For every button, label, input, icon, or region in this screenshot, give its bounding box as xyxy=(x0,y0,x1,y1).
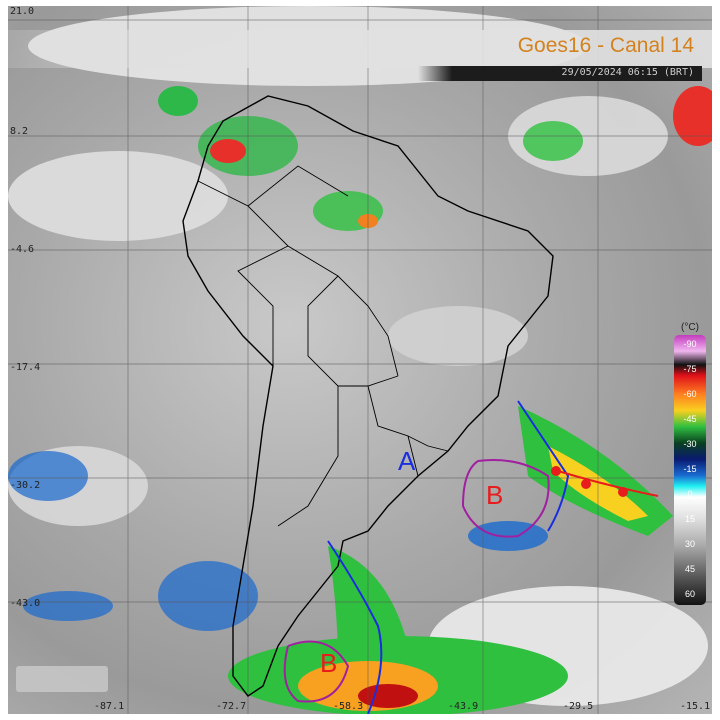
timestamp: 29/05/2024 06:15 (BRT) xyxy=(561,67,694,78)
legend-tick: 0 xyxy=(687,489,693,499)
lon-label: -15.1 xyxy=(680,701,711,712)
satellite-map: Goes16 - Canal 14 29/05/2024 06:15 (BRT)… xyxy=(8,6,712,714)
low-pressure-label: B xyxy=(486,480,504,510)
map-title: Goes16 - Canal 14 xyxy=(517,34,694,57)
map-layer xyxy=(8,6,712,714)
logo xyxy=(16,666,108,692)
lat-label: -4.6 xyxy=(10,244,35,255)
lon-label: -72.7 xyxy=(216,701,247,712)
lon-label: -58.3 xyxy=(333,701,364,712)
lat-lon-grid xyxy=(8,6,712,714)
low-pressure-label: B xyxy=(320,648,338,678)
legend-tick: 45 xyxy=(684,564,695,574)
lat-label: -43.0 xyxy=(10,598,41,609)
legend-tick: 30 xyxy=(684,539,695,549)
title-band xyxy=(8,30,712,68)
lat-label: 21.0 xyxy=(10,6,35,17)
legend-unit: (°C) xyxy=(681,322,699,333)
legend-tick: -60 xyxy=(683,389,697,399)
lat-label: -17.4 xyxy=(10,362,41,373)
country-borders xyxy=(197,165,449,527)
lon-label: -29.5 xyxy=(563,701,594,712)
legend-tick: -45 xyxy=(683,414,697,424)
legend-tick: 60 xyxy=(684,589,695,599)
lon-label: -43.9 xyxy=(448,701,479,712)
continent-outline xyxy=(182,95,554,697)
legend-tick: -90 xyxy=(683,339,697,349)
temperature-legend: (°C) -90 -75 -60 -45 -30 -15 0 15 30 45 … xyxy=(674,322,706,605)
lat-label: -30.2 xyxy=(10,480,41,491)
weather-fronts xyxy=(283,400,659,714)
date-band xyxy=(418,66,702,81)
legend-colorbar: -90 -75 -60 -45 -30 -15 0 15 30 45 60 xyxy=(674,335,706,605)
legend-tick: -15 xyxy=(683,464,697,474)
legend-tick: 15 xyxy=(684,514,695,524)
legend-tick: -30 xyxy=(683,439,697,449)
lon-label: -87.1 xyxy=(94,701,125,712)
lat-label: 8.2 xyxy=(10,126,29,137)
front-markers xyxy=(551,466,628,497)
legend-tick: -75 xyxy=(683,364,697,374)
high-pressure-label: A xyxy=(398,446,416,476)
